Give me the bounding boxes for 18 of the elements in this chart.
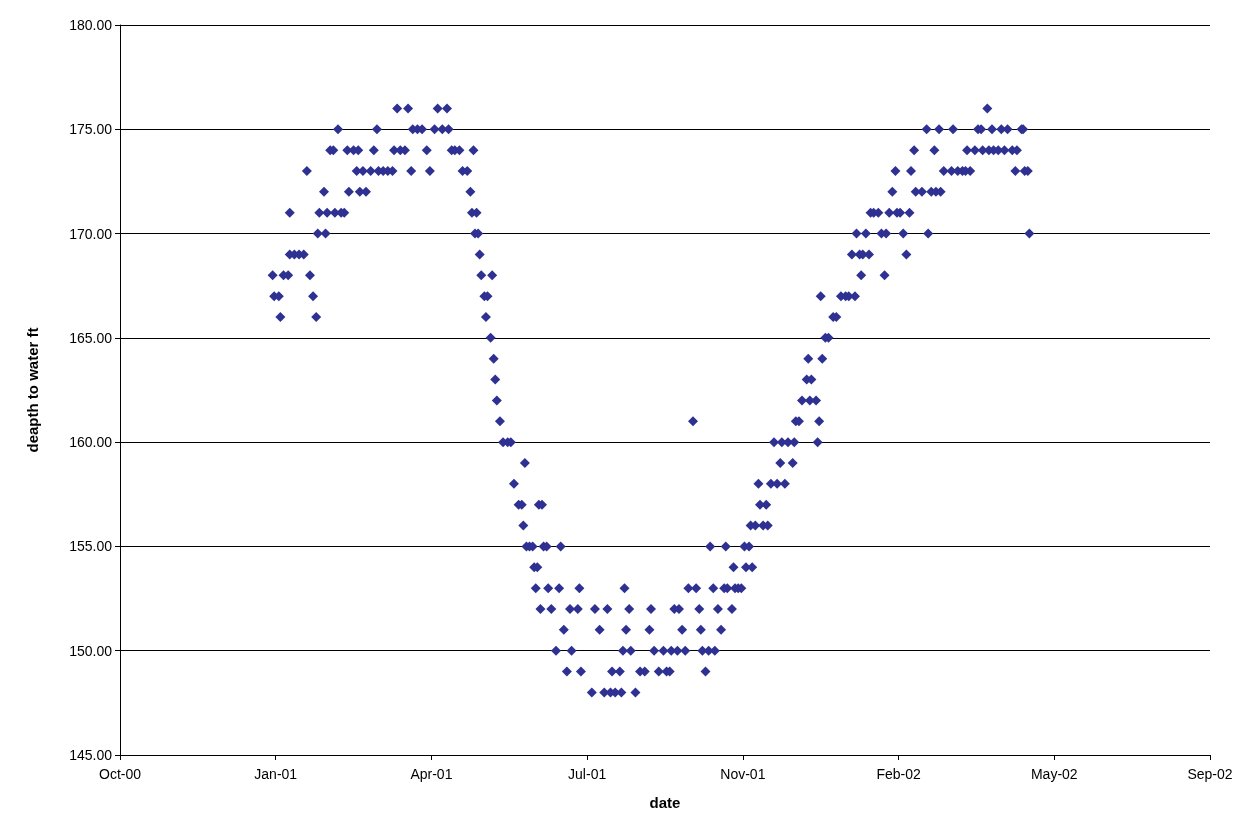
y-tick-label: 175.00 [69,121,113,138]
y-tick-label: 160.00 [69,434,113,451]
y-axis-title: deapth to water ft [24,327,41,453]
x-tick-label: Sep-02 [1187,766,1233,782]
x-tick-label: May-02 [1030,766,1078,782]
y-tick-label: 170.00 [69,225,113,242]
y-tick-label: 150.00 [69,642,113,659]
y-tick-label: 145.00 [69,747,113,763]
y-tick-label: 180.00 [69,17,113,33]
x-axis-title: date [649,794,681,811]
x-tick-label: Nov-01 [720,766,766,782]
x-tick-label: Apr-01 [410,766,453,782]
x-tick-label: Jul-01 [568,766,607,782]
x-tick-label: Jan-01 [254,766,298,782]
x-tick-label: Oct-00 [98,766,142,782]
y-tick-label: 165.00 [69,329,113,346]
x-tick-label: Feb-02 [876,766,921,782]
y-tick-label: 155.00 [69,538,113,555]
